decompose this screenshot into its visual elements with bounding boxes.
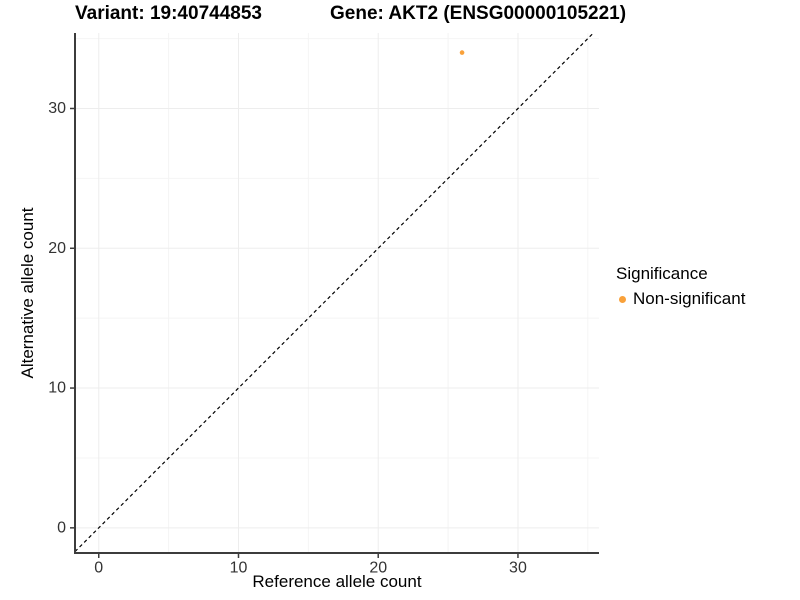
- data-point: [459, 50, 465, 55]
- x-tick-label: 20: [369, 559, 387, 576]
- legend-item-non-significant: Non-significant: [616, 289, 745, 309]
- y-tick-label: 10: [48, 380, 66, 397]
- legend-item-label: Non-significant: [633, 289, 746, 308]
- y-tick-label: 20: [48, 240, 66, 257]
- legend: Significance Non-significant: [616, 264, 745, 309]
- plot-title-gene: Gene: AKT2 (ENSG00000105221): [330, 3, 627, 24]
- plot-panel: [75, 33, 599, 553]
- x-tick-label: 30: [509, 559, 527, 576]
- legend-title: Significance: [616, 264, 708, 283]
- legend-point-icon: [619, 295, 626, 303]
- y-tick-label: 0: [57, 519, 66, 536]
- x-tick-label: 0: [94, 559, 103, 576]
- y-tick-label: 30: [48, 100, 66, 117]
- x-tick-label: 10: [230, 559, 248, 576]
- y-axis-title: Alternative allele count: [18, 207, 37, 379]
- plot-title-variant: Variant: 19:40744853: [75, 3, 262, 24]
- identity-line: [74, 32, 594, 553]
- x-axis-title: Reference allele count: [252, 572, 422, 591]
